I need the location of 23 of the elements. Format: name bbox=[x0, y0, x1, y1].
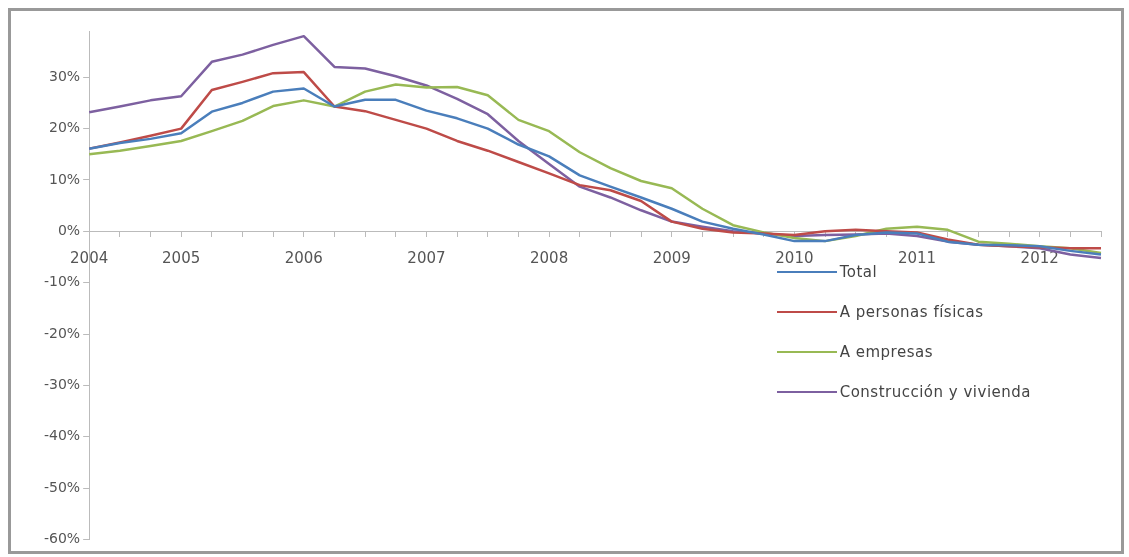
legend-label: Total bbox=[839, 263, 878, 281]
y-tick-label: 10% bbox=[49, 170, 81, 187]
y-tick-label: 20% bbox=[49, 119, 81, 136]
legend-label: A personas físicas bbox=[839, 303, 984, 321]
x-tick-label: 2010 bbox=[775, 249, 814, 268]
x-tick-label: 2011 bbox=[897, 249, 937, 268]
legend-label: Construcción y vivienda bbox=[839, 383, 1031, 401]
x-tick-label: 2007 bbox=[407, 249, 446, 268]
y-tick-label: -50% bbox=[44, 478, 81, 495]
x-tick-label: 2012 bbox=[1020, 249, 1059, 268]
x-tick-label: 2004 bbox=[70, 249, 109, 268]
y-tick-label: -40% bbox=[44, 427, 81, 444]
x-tick-label: 2005 bbox=[162, 249, 201, 268]
y-tick-label: 30% bbox=[49, 67, 81, 84]
x-tick-label: 2008 bbox=[530, 249, 569, 268]
x-tick-label: 2006 bbox=[284, 249, 323, 268]
y-tick-label: -60% bbox=[44, 530, 81, 547]
legend-label: A empresas bbox=[839, 343, 933, 361]
y-tick-label: -20% bbox=[44, 324, 81, 341]
y-tick-label: -10% bbox=[44, 273, 81, 290]
y-tick-label: -30% bbox=[44, 376, 81, 393]
y-tick-label: 0% bbox=[57, 222, 81, 238]
x-tick-label: 2009 bbox=[652, 249, 691, 268]
